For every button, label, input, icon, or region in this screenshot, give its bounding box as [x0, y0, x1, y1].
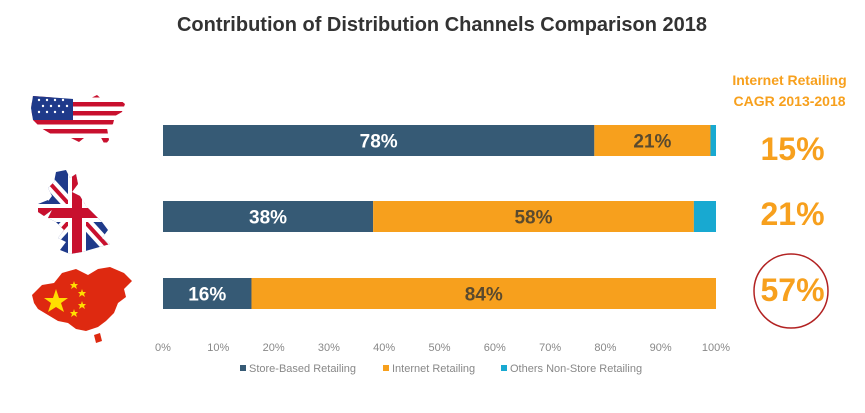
x-tick-label: 80% [594, 342, 616, 354]
bar-uk-series-2 [693, 201, 716, 232]
legend-label-0: Store-Based Retailing [249, 363, 356, 375]
x-tick-label: 60% [484, 342, 506, 354]
x-tick-label: 40% [373, 342, 395, 354]
chart-title: Contribution of Distribution Channels Co… [176, 14, 708, 36]
x-tick-label: 10% [207, 342, 229, 354]
x-tick-label: 100% [702, 342, 730, 354]
bar-uk-series-1 [373, 201, 694, 232]
legend-swatch-1 [383, 365, 389, 371]
data-label-uk-series-1: 58% [514, 208, 552, 229]
data-label-uk-series-0: 38% [249, 208, 287, 229]
cagr-header-line1: Internet Retailing [732, 72, 847, 88]
x-tick-label: 30% [318, 342, 340, 354]
cagr-value-usa: 15% [760, 131, 825, 167]
x-tick-label: 70% [539, 342, 561, 354]
legend-label-2: Others Non-Store Retailing [510, 363, 642, 375]
cagr-value-uk: 21% [760, 196, 825, 232]
bar-uk-series-0 [163, 201, 374, 232]
legend-swatch-2 [501, 365, 507, 371]
data-label-china-series-0: 16% [188, 285, 226, 306]
x-tick-label: 50% [428, 342, 450, 354]
cagr-header: Internet Retailing CAGR 2013-2018 [712, 70, 865, 112]
legend-label-1: Internet Retailing [392, 363, 475, 375]
x-tick-label: 0% [155, 342, 171, 354]
usa-map-flag-icon [31, 95, 125, 145]
uk-map-flag-icon [38, 170, 110, 254]
x-tick-label: 90% [650, 342, 672, 354]
bar-usa-series-0 [163, 125, 595, 156]
bar-usa-series-1 [594, 125, 711, 156]
data-label-usa-series-0: 78% [360, 132, 398, 153]
bar-usa-series-2 [710, 125, 716, 156]
legend-swatch-0 [240, 365, 246, 371]
data-label-usa-series-1: 21% [633, 132, 671, 153]
cagr-header-line2: CAGR 2013-2018 [733, 93, 846, 109]
bar-china-series-0 [163, 278, 252, 309]
data-label-china-series-1: 84% [465, 285, 503, 306]
x-tick-label: 20% [263, 342, 285, 354]
china-map-flag-icon [32, 267, 132, 343]
bar-china-series-1 [251, 278, 717, 309]
